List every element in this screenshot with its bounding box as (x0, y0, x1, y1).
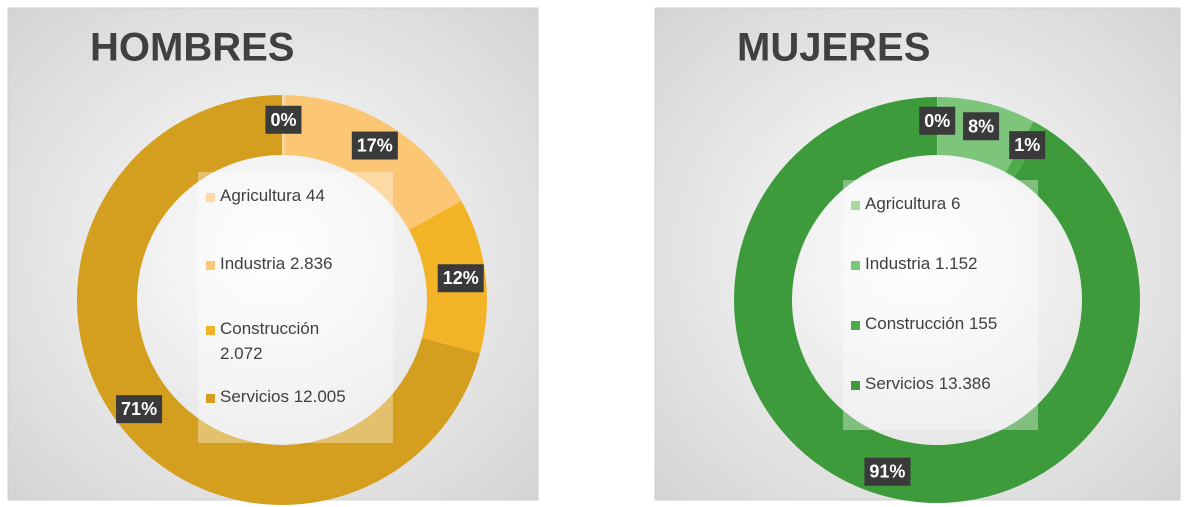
legend-label: Servicios 12.005 (220, 387, 346, 406)
percent-label-bg (963, 112, 1000, 141)
legend-swatch (851, 381, 860, 390)
chart-title: MUJERES (737, 26, 930, 70)
legend-value: 13.386 (939, 374, 991, 393)
legend-value: 155 (969, 314, 997, 333)
legend-value: 6 (951, 194, 960, 213)
percent-label: 0% (265, 105, 302, 134)
legend-label: Servicios 13.386 (865, 374, 991, 393)
legend-category: Servicios (865, 374, 934, 393)
legend-category: Servicios (220, 387, 289, 406)
percent-label: 0% (919, 106, 956, 135)
percent-label-bg (437, 264, 484, 293)
legend-label: Industria 2.836 (220, 254, 332, 273)
percent-label-text: 0% (270, 110, 296, 130)
legend-value: 2.072 (220, 344, 263, 363)
legend-label: Agricultura 6 (865, 194, 960, 213)
percent-label-bg (265, 105, 302, 134)
legend-category: Industria (865, 254, 931, 273)
percent-label: 8% (963, 112, 1000, 141)
legend-value: 2.836 (290, 254, 333, 273)
legend-category: Industria (220, 254, 286, 273)
percent-label-bg (864, 457, 911, 486)
legend-label: Construcción 155 (865, 314, 997, 333)
legend-label: Construcción 2.072 (220, 319, 319, 363)
percent-label: 12% (437, 264, 484, 293)
legend-swatch (206, 394, 215, 403)
legend-swatch (206, 326, 215, 335)
percent-label: 91% (864, 457, 911, 486)
donut-slice (284, 95, 462, 231)
legend-box (198, 172, 393, 443)
percent-label-text: 1% (1014, 135, 1040, 155)
legend-swatch (206, 193, 215, 202)
legend-swatch (851, 201, 860, 210)
legend-swatch (206, 261, 215, 270)
percent-label: 17% (351, 131, 398, 160)
legend-value: 1.152 (935, 254, 978, 273)
legend-category: Agricultura (865, 194, 947, 213)
percent-label-text: 0% (924, 111, 950, 131)
legend-value: 12.005 (294, 387, 346, 406)
percent-label-bg (351, 131, 398, 160)
legend-label: Industria 1.152 (865, 254, 977, 273)
legend-category: Construcción (220, 319, 319, 338)
donut-slice (77, 95, 480, 505)
percent-label-text: 12% (443, 268, 479, 288)
legend-value: 44 (306, 186, 325, 205)
legend-swatch (851, 261, 860, 270)
percent-label-bg (919, 106, 956, 135)
percent-label: 1% (1009, 131, 1046, 160)
chart-title: HOMBRES (90, 26, 294, 70)
percent-label: 71% (116, 395, 163, 424)
legend-category: Construcción (865, 314, 964, 333)
percent-label-text: 8% (968, 116, 994, 136)
legend-swatch (851, 321, 860, 330)
percent-label-bg (1009, 131, 1046, 160)
legend-label: Agricultura 44 (220, 186, 325, 205)
percent-label-text: 91% (869, 462, 905, 482)
percent-label-text: 71% (121, 399, 157, 419)
percent-label-bg (116, 395, 163, 424)
legend-box (843, 180, 1038, 430)
legend-category: Agricultura (220, 186, 302, 205)
percent-label-text: 17% (357, 136, 393, 156)
